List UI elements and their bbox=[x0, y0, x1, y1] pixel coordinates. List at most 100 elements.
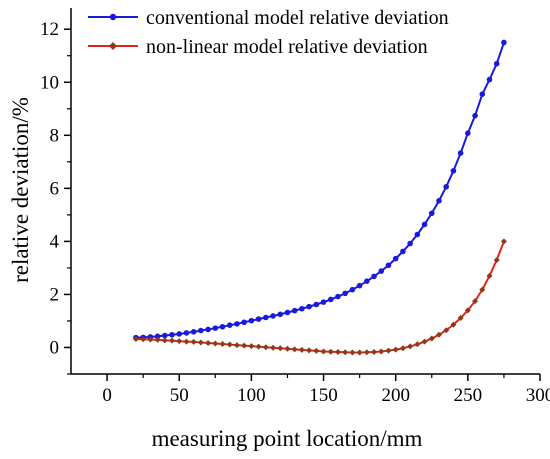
data-point bbox=[248, 317, 255, 324]
legend-label-nonlinear: non-linear model relative deviation bbox=[146, 36, 428, 58]
x-tick-label: 250 bbox=[454, 385, 483, 406]
data-point bbox=[493, 60, 500, 67]
x-ticks: 0 50 100 150 200 250 300 bbox=[102, 374, 550, 406]
x-tick-label: 100 bbox=[237, 385, 266, 406]
data-point bbox=[190, 329, 197, 335]
y-tick-label: 6 bbox=[50, 178, 60, 199]
data-point bbox=[334, 348, 341, 355]
data-point bbox=[162, 332, 168, 339]
data-point bbox=[198, 327, 204, 334]
data-point bbox=[443, 327, 450, 334]
data-point bbox=[205, 326, 211, 333]
data-point bbox=[443, 183, 450, 190]
y-tick-label: 4 bbox=[50, 231, 60, 252]
x-tick-label: 300 bbox=[526, 385, 550, 406]
data-point bbox=[486, 272, 493, 279]
data-point bbox=[132, 335, 139, 342]
series-group bbox=[132, 39, 507, 356]
y-tick-label: 10 bbox=[40, 72, 59, 93]
data-point bbox=[378, 348, 385, 355]
data-point bbox=[306, 303, 312, 310]
data-point bbox=[241, 342, 248, 349]
data-point bbox=[450, 321, 457, 328]
y-tick-label: 12 bbox=[40, 19, 59, 40]
data-point bbox=[241, 319, 247, 326]
data-point bbox=[255, 343, 262, 350]
data-point bbox=[400, 248, 406, 255]
data-point bbox=[421, 221, 428, 228]
data-point bbox=[342, 349, 349, 356]
data-point bbox=[385, 262, 392, 269]
data-point bbox=[169, 337, 176, 344]
data-point bbox=[479, 91, 486, 97]
data-point bbox=[320, 348, 327, 355]
data-point bbox=[205, 339, 212, 346]
x-tick-label: 50 bbox=[170, 385, 189, 406]
data-point bbox=[457, 315, 464, 322]
y-tick-label: 0 bbox=[50, 337, 60, 358]
data-point bbox=[183, 330, 190, 336]
data-point bbox=[335, 293, 341, 300]
data-point bbox=[349, 349, 356, 356]
data-point bbox=[464, 307, 471, 314]
data-point bbox=[363, 349, 370, 356]
data-point bbox=[169, 331, 175, 338]
data-point bbox=[161, 337, 168, 344]
data-point bbox=[378, 268, 385, 274]
data-point bbox=[371, 348, 378, 355]
data-point bbox=[399, 345, 406, 352]
data-point bbox=[212, 325, 219, 331]
data-point bbox=[299, 305, 305, 312]
data-point bbox=[428, 210, 435, 217]
series-line-0 bbox=[135, 42, 505, 339]
data-point bbox=[457, 150, 464, 156]
data-point bbox=[176, 338, 183, 345]
data-point bbox=[147, 336, 154, 343]
data-point bbox=[219, 323, 226, 330]
data-point bbox=[435, 331, 442, 338]
y-tick-label: 2 bbox=[50, 284, 60, 305]
data-point bbox=[298, 346, 305, 353]
series-line-1 bbox=[135, 241, 505, 354]
data-point bbox=[428, 335, 435, 342]
data-point bbox=[407, 240, 413, 247]
data-point bbox=[392, 255, 399, 262]
data-point bbox=[501, 39, 507, 46]
data-point bbox=[262, 344, 269, 351]
data-point bbox=[414, 231, 421, 238]
data-point bbox=[212, 340, 219, 347]
x-tick-label: 150 bbox=[309, 385, 338, 406]
legend-marker-nonlinear bbox=[109, 42, 117, 50]
data-point bbox=[486, 76, 493, 83]
data-point bbox=[356, 282, 363, 289]
data-point bbox=[479, 286, 486, 293]
data-point bbox=[183, 338, 190, 345]
data-point bbox=[291, 307, 298, 314]
data-point bbox=[306, 347, 313, 354]
data-point bbox=[277, 345, 284, 352]
data-point bbox=[154, 336, 161, 343]
data-point bbox=[313, 301, 320, 308]
data-point bbox=[327, 296, 334, 303]
x-axis-title: measuring point location/mm bbox=[152, 426, 423, 451]
data-point bbox=[277, 311, 284, 318]
data-point bbox=[500, 238, 507, 245]
data-point bbox=[364, 278, 370, 284]
data-point bbox=[226, 341, 233, 348]
data-point bbox=[284, 345, 291, 352]
data-point bbox=[421, 338, 428, 345]
data-point bbox=[493, 256, 500, 263]
x-tick-label: 200 bbox=[381, 385, 410, 406]
data-point bbox=[436, 198, 442, 204]
data-point bbox=[255, 316, 262, 322]
legend: conventional model relative deviation no… bbox=[88, 7, 449, 58]
data-point bbox=[465, 130, 471, 136]
y-ticks: 0 2 4 6 8 10 12 bbox=[40, 19, 71, 375]
data-point bbox=[349, 286, 356, 293]
data-point bbox=[248, 343, 255, 350]
x-tick-label: 0 bbox=[102, 385, 112, 406]
data-point bbox=[197, 339, 204, 346]
data-point bbox=[450, 168, 457, 174]
data-point bbox=[176, 331, 183, 337]
